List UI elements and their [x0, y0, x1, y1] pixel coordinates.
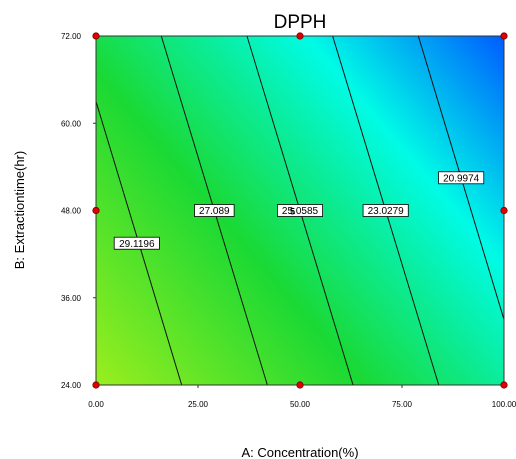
y-tick-label: 72.00 [61, 32, 82, 41]
contour-label-box [194, 204, 235, 217]
y-tick-label: 48.00 [61, 207, 82, 216]
contour-label-text: 25.0585 [282, 206, 319, 217]
design-point [500, 32, 508, 40]
contour-label: 29.1196 [113, 236, 160, 250]
design-point [296, 381, 304, 389]
contour-label: 27.089 [194, 204, 235, 217]
chart-title: DPPH [274, 12, 327, 33]
contour-labels: 29.1196 27.089 25.0585 23.0279 20.9974 [113, 171, 485, 250]
y-tick-label: 24.00 [61, 381, 82, 390]
x-tick-label: 75.00 [392, 400, 413, 409]
x-tick-label: 25.00 [188, 400, 209, 409]
contour-label-text: 27.089 [199, 206, 230, 217]
x-tick-label: 0.00 [88, 400, 104, 409]
contour-label-text: 23.0279 [368, 206, 405, 217]
design-points [92, 32, 508, 389]
x-tick-label: 50.00 [290, 400, 311, 409]
design-point [92, 206, 100, 215]
contour-label-box [438, 171, 485, 185]
contour-label-box [362, 204, 409, 217]
contour-label-box [113, 236, 160, 250]
contour-label: 20.9974 [438, 171, 485, 185]
contour-label-box [276, 204, 323, 217]
y-tick-label: 60.00 [61, 119, 82, 128]
design-point [500, 381, 508, 389]
contour-label-text: 29.1196 [119, 239, 155, 250]
y-tick-label: 36.00 [61, 294, 82, 303]
y-axis-title: B: Extractiontime(hr) [12, 151, 27, 269]
contour-label: 23.0279 [362, 204, 409, 217]
design-point [92, 381, 100, 389]
center-point-count: 5 [290, 207, 295, 217]
contour-label: 25.0585 [276, 204, 323, 217]
design-point [92, 32, 100, 40]
x-tick-label: 100.00 [492, 400, 516, 409]
design-point [296, 32, 304, 40]
design-point [500, 206, 508, 215]
x-axis-title: A: Concentration(%) [241, 445, 358, 459]
contour-label-text: 20.9974 [443, 173, 480, 184]
